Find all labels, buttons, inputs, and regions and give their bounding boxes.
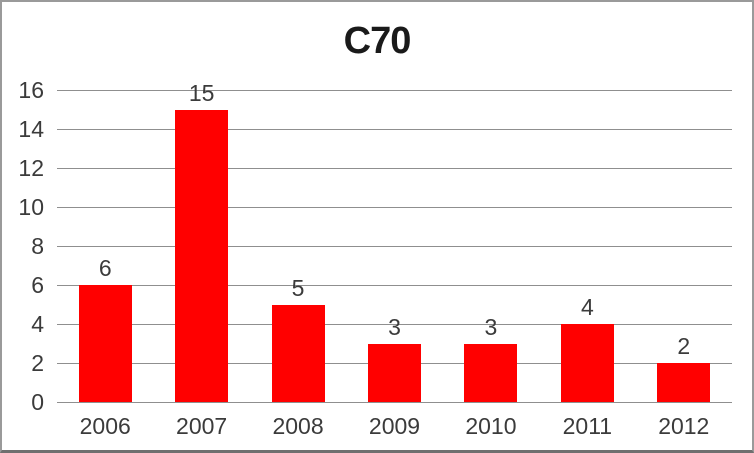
y-tick-label: 16 [18,77,44,103]
bar-2011 [560,324,614,402]
gridline-y-10 [57,206,732,208]
bar-2010 [464,343,518,402]
bar-2006 [78,285,132,402]
y-tick-label: 4 [31,311,44,337]
x-tick-label: 2009 [368,413,421,439]
bar-value-label: 4 [580,294,594,320]
y-tick-label: 8 [31,233,44,259]
chart-title: C70 [343,20,412,62]
x-tick-label: 2011 [562,413,613,439]
y-tick-label: 0 [31,389,44,415]
bar-value-label: 2 [677,333,691,359]
x-tick-label: 2012 [658,413,710,439]
x-tick-label: 2008 [272,413,324,439]
bar-2008 [271,304,325,402]
gridline-y-8 [57,245,732,247]
x-tick-label: 2007 [176,413,228,439]
bar-2007 [175,109,229,402]
y-tick-label: 2 [31,350,44,376]
plot-area [57,89,732,403]
gridline-y-6 [57,284,732,286]
x-tick-label: 2006 [79,413,131,439]
gridline-y-14 [57,128,732,130]
y-tick-label: 12 [18,155,44,181]
gridline-y-4 [57,323,732,325]
gridline-y-16 [57,89,732,91]
y-tick-label: 10 [18,194,44,220]
bar-value-label: 6 [98,255,112,281]
bar-2012 [657,363,711,402]
bar-value-label: 15 [188,79,215,106]
gridline-y-12 [57,167,732,169]
bar-value-label: 3 [484,313,498,340]
bar-value-label: 3 [388,313,401,340]
gridline-y-0 [57,401,732,403]
x-tick-label: 2010 [465,413,517,439]
bar-value-label: 5 [291,274,305,301]
y-tick-label: 14 [18,116,44,142]
y-tick-label: 6 [31,272,44,298]
bar-2009 [368,343,421,402]
